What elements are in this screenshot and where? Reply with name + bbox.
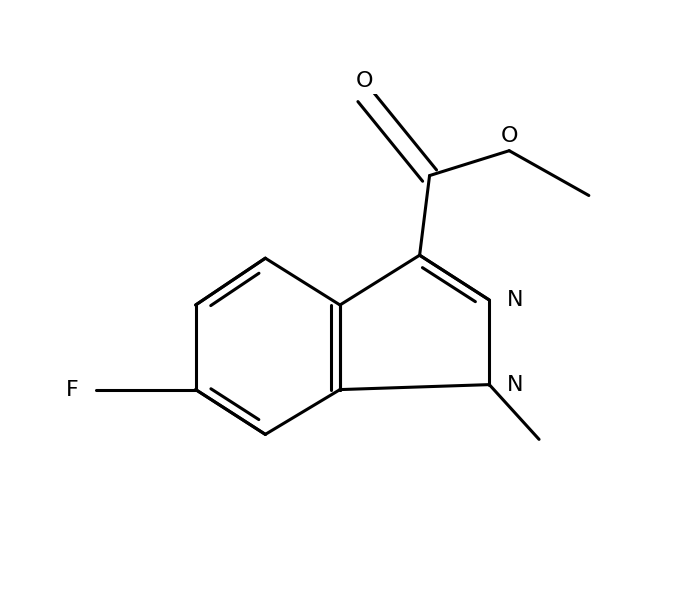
Text: F: F bbox=[65, 380, 78, 400]
Text: N: N bbox=[508, 374, 524, 395]
Text: O: O bbox=[501, 126, 518, 146]
Text: O: O bbox=[356, 71, 373, 91]
Text: N: N bbox=[508, 290, 524, 310]
